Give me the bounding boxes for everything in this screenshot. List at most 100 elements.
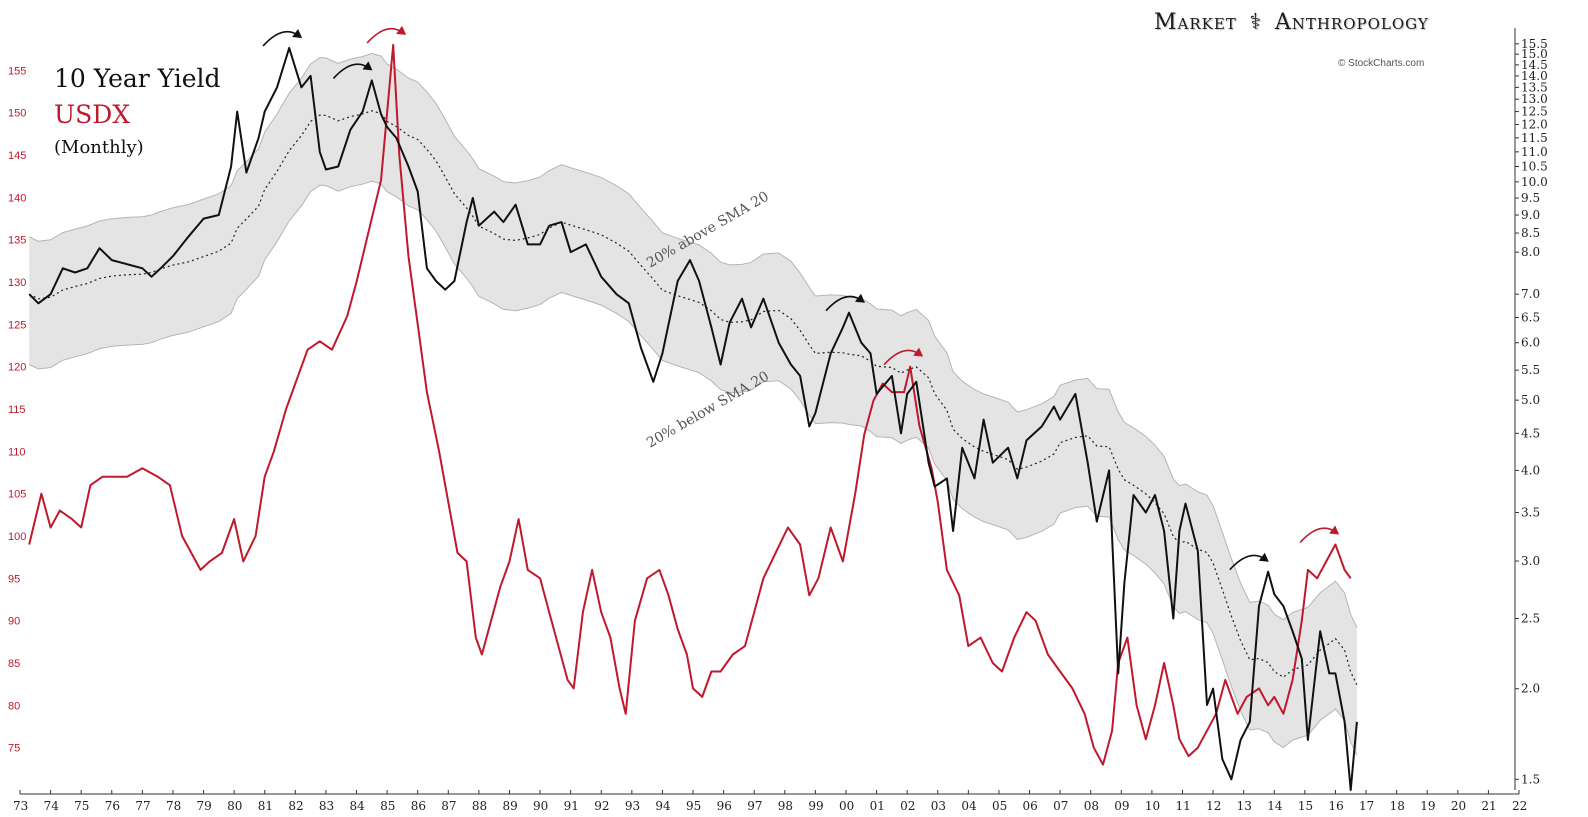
y-left-tick: 80: [8, 700, 20, 712]
y-left-tick: 115: [8, 404, 26, 416]
x-tick: 20: [1451, 799, 1466, 813]
x-tick: 95: [686, 799, 701, 813]
x-tick: 15: [1298, 799, 1313, 813]
y-left-tick: 125: [8, 319, 26, 331]
peak-arrows-layer: [262, 25, 1340, 571]
x-tick: 12: [1206, 799, 1221, 813]
y-left-tick: 145: [8, 150, 26, 162]
y-right-tick: 15.5: [1521, 37, 1548, 51]
band-upper-line: [28, 52, 1358, 628]
peak-arrow-1: [366, 25, 407, 44]
x-tick: 90: [533, 799, 548, 813]
band-lower-label: 20% below SMA 20: [644, 368, 772, 451]
y-left-tick: 85: [8, 658, 20, 670]
y-right-tick: 13.0: [1521, 92, 1548, 106]
y-right-tick: 12.0: [1521, 117, 1548, 131]
peak-arrow-4: [883, 347, 924, 366]
sma-20-line: [28, 110, 1358, 686]
y-right-tick: 14.0: [1521, 69, 1548, 83]
x-tick: 94: [655, 799, 671, 813]
y-right-tick: 14.5: [1521, 58, 1548, 72]
y-right-tick: 13.5: [1521, 80, 1548, 94]
legend-frequency: (Monthly): [54, 137, 144, 158]
y-right-tick: 5.0: [1521, 393, 1540, 407]
x-tick: 81: [258, 799, 273, 813]
x-tick: 04: [961, 799, 977, 813]
y-left-tick: 135: [8, 235, 26, 247]
y-right-tick: 2.0: [1521, 682, 1540, 696]
x-tick: 96: [717, 799, 732, 813]
x-tick: 09: [1114, 799, 1129, 813]
x-tick: 82: [288, 799, 303, 813]
series-usdx-line: [28, 43, 1352, 766]
y-right-tick: 15.0: [1521, 47, 1548, 61]
x-tick: 00: [839, 799, 854, 813]
x-tick: 93: [625, 799, 640, 813]
peak-arrow-6: [1299, 525, 1340, 544]
x-tick: 18: [1390, 799, 1405, 813]
y-right-tick: 5.5: [1521, 363, 1540, 377]
y-right-tick: 6.5: [1521, 311, 1540, 325]
x-tick: 78: [166, 799, 181, 813]
x-tick: 14: [1267, 799, 1283, 813]
legend-usdx: USDX: [54, 100, 131, 129]
brand-left: Market: [1154, 10, 1237, 35]
x-tick: 07: [1053, 799, 1068, 813]
x-tick: 87: [441, 799, 456, 813]
x-tick: 05: [992, 799, 1007, 813]
x-tick: 73: [13, 799, 28, 813]
x-tick: 98: [778, 799, 793, 813]
y-left-tick: 120: [8, 362, 26, 374]
y-right-tick: 11.5: [1521, 131, 1548, 145]
source-credit: © StockCharts.com: [1338, 58, 1425, 69]
x-tick: 89: [502, 799, 517, 813]
brand-logo: Market ⚕ Anthropology: [1154, 10, 1429, 35]
x-tick: 85: [380, 799, 395, 813]
y-left-tick: 105: [8, 489, 26, 501]
x-tick: 19: [1420, 799, 1435, 813]
x-tick: 84: [350, 799, 366, 813]
x-tick: 91: [564, 799, 579, 813]
y-right-tick: 2.5: [1521, 611, 1540, 625]
legend-yield: 10 Year Yield: [54, 64, 221, 93]
y-right-tick: 11.0: [1521, 145, 1548, 159]
peak-arrow-3: [825, 293, 865, 312]
x-tick: 77: [135, 799, 150, 813]
peak-arrow-2: [332, 61, 373, 79]
y-right-tick: 4.0: [1521, 463, 1540, 477]
y-right-tick: 10.5: [1521, 160, 1548, 174]
y-right-tick: 8.0: [1521, 245, 1540, 259]
series-layer: [28, 43, 1358, 791]
x-tick: 08: [1084, 799, 1099, 813]
y-left-tick: 90: [8, 616, 20, 628]
y-left-tick: 150: [8, 108, 26, 120]
y-left-tick: 95: [8, 573, 20, 585]
peak-arrow-0: [262, 28, 303, 47]
y-right-tick: 3.0: [1521, 554, 1540, 568]
y-left-tick: 110: [8, 446, 26, 458]
x-tick: 17: [1359, 799, 1374, 813]
y-right-tick: 8.5: [1521, 226, 1540, 240]
sma-band-fill: [29, 53, 1357, 756]
x-tick: 21: [1481, 799, 1496, 813]
y-right-tick: 9.5: [1521, 191, 1540, 205]
y-left-tick: 140: [8, 192, 26, 204]
y-left-tick: 155: [8, 65, 26, 77]
y-right-tick: 10.0: [1521, 175, 1548, 189]
y-right-tick: 9.0: [1521, 208, 1540, 222]
x-tick: 99: [808, 799, 823, 813]
y-right-tick: 6.0: [1521, 336, 1540, 350]
x-tick: 80: [227, 799, 242, 813]
x-tick: 74: [44, 799, 60, 813]
x-tick: 86: [411, 799, 426, 813]
x-tick: 76: [105, 799, 120, 813]
series-yield-line: [28, 46, 1358, 791]
x-tick: 01: [870, 799, 885, 813]
x-tick: 92: [594, 799, 609, 813]
x-tick: 79: [197, 799, 212, 813]
y-right-tick: 12.5: [1521, 105, 1548, 119]
x-tick: 03: [931, 799, 946, 813]
y-right-tick: 4.5: [1521, 426, 1540, 440]
band-lower-line: [28, 180, 1358, 756]
